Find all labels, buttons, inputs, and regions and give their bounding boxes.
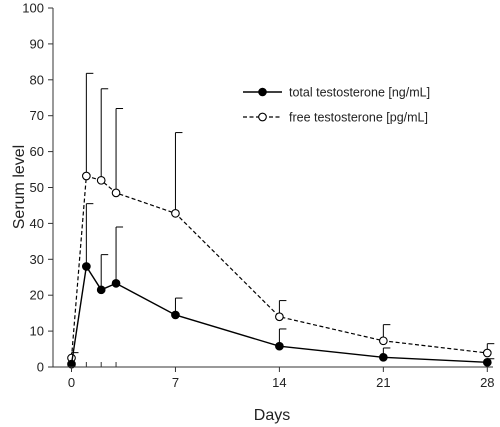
- y-tick-label: 70: [30, 108, 44, 123]
- x-axis-ticks: 0 7 14 21 28: [68, 362, 495, 390]
- data-point-total: [81, 262, 91, 271]
- y-tick-label: 100: [22, 1, 44, 16]
- data-point-free: [111, 188, 121, 198]
- y-tick-label: 90: [30, 36, 44, 51]
- data-point-total: [482, 357, 492, 367]
- y-tick-label: 10: [30, 324, 44, 339]
- y-tick-label: 50: [30, 180, 44, 195]
- y-tick-label: 20: [30, 288, 44, 303]
- data-point-free: [171, 208, 180, 218]
- plot-area: [67, 72, 495, 369]
- data-point-free: [379, 336, 388, 346]
- x-axis-title: Days: [254, 407, 290, 424]
- data-point-total: [96, 285, 106, 295]
- legend-label-free: free testosterone [pg/mL]: [289, 111, 428, 125]
- data-point-free: [81, 171, 91, 181]
- legend-marker-free: [258, 112, 267, 122]
- legend-label-total: total testosterone [ng/mL]: [289, 86, 430, 100]
- data-point-total: [275, 341, 284, 351]
- data-point-free: [96, 175, 106, 185]
- series-total: [67, 203, 495, 369]
- x-tick-label: 7: [172, 375, 179, 390]
- y-tick-label: 40: [30, 216, 44, 231]
- x-tick-label: 0: [68, 375, 75, 390]
- data-point-total: [111, 279, 121, 288]
- x-tick-label: 28: [480, 375, 494, 390]
- x-tick-label: 14: [272, 375, 286, 390]
- legend-marker-total: [258, 87, 267, 97]
- data-point-total: [379, 352, 388, 362]
- series-line-total: [70, 264, 488, 365]
- y-tick-label: 0: [37, 360, 44, 375]
- data-point-free: [275, 312, 284, 322]
- data-point-total: [171, 310, 180, 320]
- legend: total testosterone [ng/mL] free testoste…: [243, 86, 430, 125]
- y-axis-title: Serum level: [11, 145, 28, 229]
- axes: [52, 8, 493, 368]
- y-axis-ticks: 0 10 20 30 40 50 60 70 80 90 100: [22, 1, 53, 375]
- data-point-free: [482, 348, 492, 358]
- y-tick-label: 30: [30, 252, 44, 267]
- series-free: [67, 72, 495, 363]
- x-tick-label: 21: [376, 375, 390, 390]
- y-tick-label: 80: [30, 72, 44, 87]
- y-tick-label: 60: [30, 144, 44, 159]
